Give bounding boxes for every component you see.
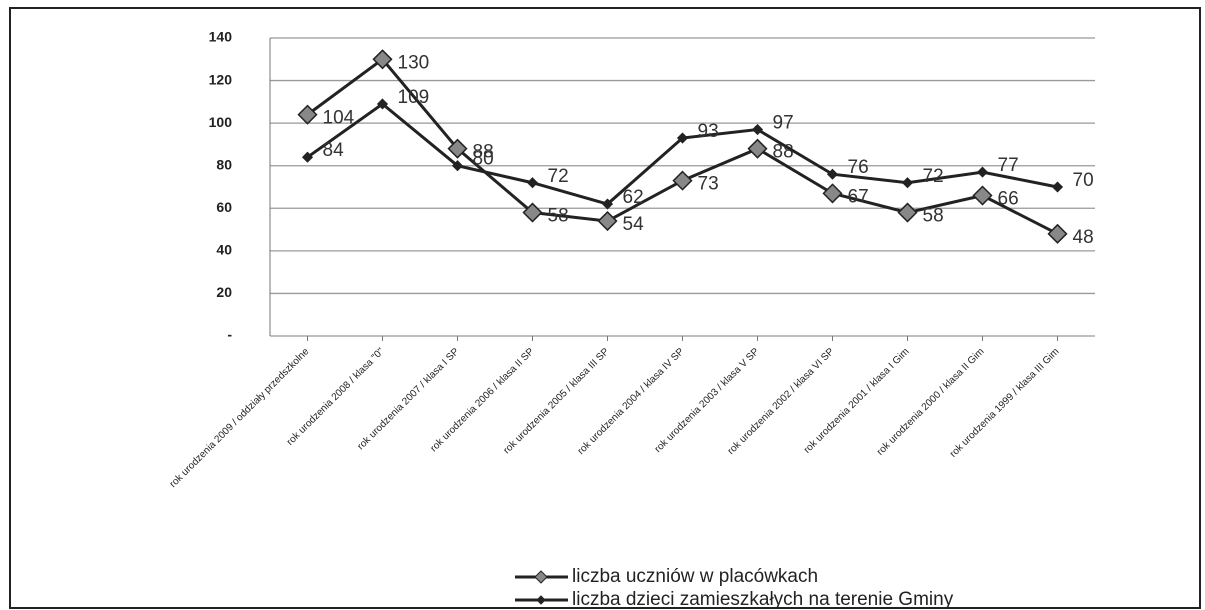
y-tick-label: 20 <box>216 284 232 300</box>
y-tick-label: 140 <box>209 29 233 45</box>
marker <box>451 160 464 172</box>
marker <box>676 132 689 144</box>
data-label: 73 <box>698 174 719 195</box>
marker <box>447 138 468 159</box>
legend-label: liczba uczniów w placówkach <box>572 566 818 587</box>
y-tick-label: 120 <box>209 71 233 87</box>
legend-marker <box>534 570 548 584</box>
y-tick-label: 100 <box>209 114 233 130</box>
marker <box>376 98 389 110</box>
data-label: 54 <box>623 214 645 235</box>
data-label: 58 <box>923 206 944 227</box>
data-label: 72 <box>548 166 569 187</box>
marker <box>1051 181 1064 193</box>
marker <box>822 183 843 204</box>
x-tick-label: rok urodzenia 2009 / oddziały przedszkol… <box>168 346 312 490</box>
data-label: 80 <box>473 149 494 170</box>
data-label: 70 <box>1073 170 1094 191</box>
marker <box>901 177 914 189</box>
marker <box>672 170 693 191</box>
marker <box>297 104 318 125</box>
data-label: 76 <box>848 157 869 178</box>
data-label: 72 <box>923 166 944 187</box>
data-label: 130 <box>398 52 430 73</box>
marker <box>1047 223 1068 244</box>
marker <box>976 166 989 178</box>
marker <box>751 123 764 136</box>
data-label: 48 <box>1073 227 1094 248</box>
data-label: 84 <box>323 140 345 161</box>
data-label: 88 <box>473 142 494 163</box>
data-label: 93 <box>698 121 719 142</box>
data-label: 66 <box>998 189 1019 210</box>
marker <box>747 138 768 159</box>
data-label: 62 <box>623 187 644 208</box>
legend-marker <box>536 595 546 605</box>
y-tick-label: 40 <box>216 242 232 258</box>
marker <box>897 202 918 223</box>
data-label: 77 <box>998 155 1019 176</box>
marker <box>526 177 539 189</box>
frame <box>9 7 1201 609</box>
marker <box>372 49 393 70</box>
data-label: 58 <box>548 206 569 227</box>
marker <box>301 151 314 163</box>
data-label: 104 <box>323 108 355 129</box>
y-tick-label: - <box>227 327 232 343</box>
marker <box>522 202 543 223</box>
marker <box>597 210 618 232</box>
data-label: 109 <box>398 87 430 108</box>
y-tick-label: 80 <box>216 156 232 172</box>
marker <box>601 198 614 210</box>
marker <box>972 185 993 206</box>
marker <box>826 168 839 180</box>
y-tick-label: 60 <box>216 199 232 215</box>
data-label: 97 <box>773 113 794 134</box>
data-label: 67 <box>848 186 869 207</box>
legend-label: liczba dzieci zamieszkałych na terenie G… <box>572 589 954 610</box>
